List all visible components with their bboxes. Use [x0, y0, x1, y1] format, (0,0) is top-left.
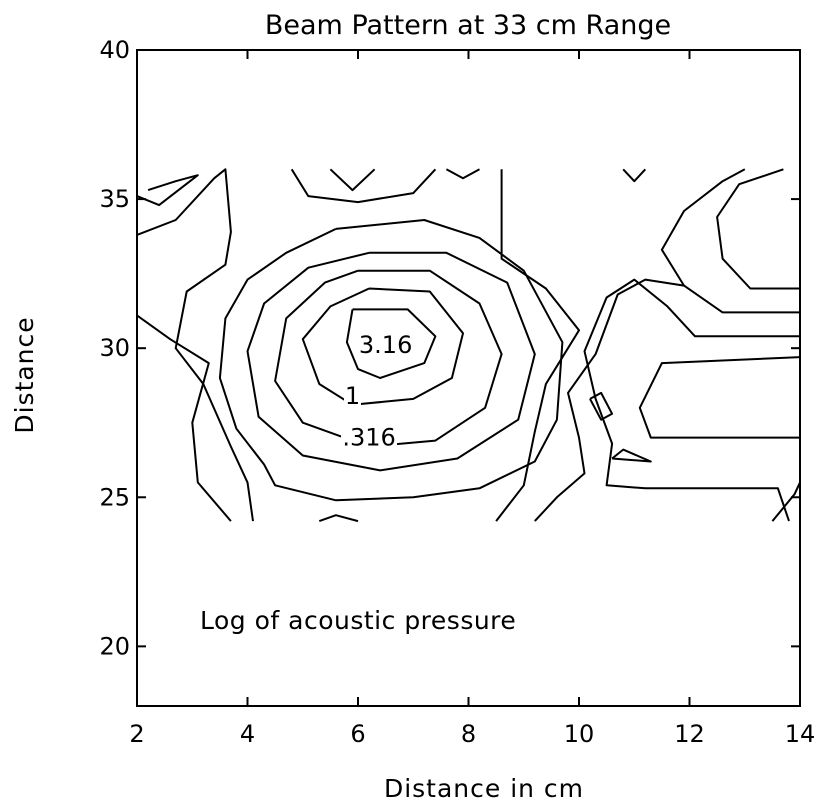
contour-label: 3.16 — [359, 331, 412, 359]
contour-labels: 3.16 1 .316 — [341, 331, 414, 452]
contour-line — [683, 284, 800, 314]
contour-line — [771, 481, 801, 522]
contour-label-background — [343, 383, 361, 408]
contour-lines — [136, 168, 801, 523]
contour-line — [301, 287, 464, 406]
contour-label-background — [357, 333, 414, 358]
annotation-text: Log of acoustic pressure — [200, 606, 516, 635]
x-tick-label: 10 — [564, 720, 595, 748]
y-axis-label: Distance — [10, 316, 39, 433]
contour-line — [611, 448, 652, 463]
y-tick-label: 30 — [99, 334, 130, 362]
contour-line — [589, 391, 614, 421]
contour-line — [445, 168, 480, 180]
contour-line — [534, 168, 746, 522]
axis-ticks: 2 4 6 8 10 12 14 20 25 30 35 40 — [99, 36, 815, 748]
contour-line — [318, 514, 359, 523]
x-tick-label: 4 — [240, 720, 255, 748]
contour-label: .316 — [342, 424, 395, 452]
x-tick-label: 2 — [129, 720, 144, 748]
contour-line — [136, 314, 232, 522]
contour-line — [622, 168, 647, 183]
y-tick-label: 20 — [99, 632, 130, 660]
x-tick-label: 8 — [461, 720, 476, 748]
x-tick-label: 14 — [785, 720, 816, 748]
contour-label-background — [341, 425, 398, 450]
x-axis-label: Distance in cm — [384, 774, 584, 803]
contour-line — [218, 219, 564, 502]
y-tick-label: 35 — [99, 185, 130, 213]
x-tick-label: 6 — [350, 720, 365, 748]
y-tick-label: 40 — [99, 36, 130, 64]
contour-line — [136, 168, 254, 522]
contour-line — [638, 356, 801, 439]
contour-line — [345, 308, 437, 379]
contour-line — [495, 169, 580, 522]
contour-line — [290, 168, 437, 204]
y-tick-label: 25 — [99, 483, 130, 511]
contour-line — [246, 251, 536, 472]
contour-line — [329, 168, 376, 192]
contour-label: 1 — [345, 382, 360, 410]
contour-line — [274, 269, 503, 448]
contour-line — [136, 174, 199, 207]
chart-title: Beam Pattern at 33 cm Range — [265, 10, 671, 41]
contour-line — [716, 168, 800, 290]
contour-line — [583, 278, 800, 522]
x-tick-label: 12 — [674, 720, 705, 748]
